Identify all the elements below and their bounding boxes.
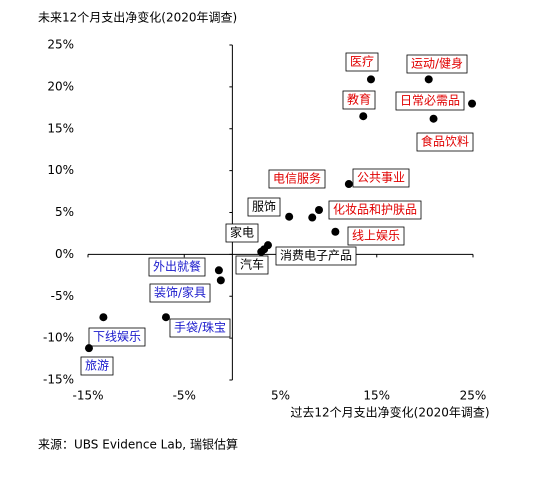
point-label: 手袋/珠宝 — [174, 321, 226, 335]
point — [216, 276, 225, 285]
label-box — [268, 169, 326, 189]
point-label: 食品饮料 — [421, 134, 469, 149]
point-label: 下线娱乐 — [93, 330, 141, 344]
point — [315, 205, 323, 214]
label-box — [395, 91, 465, 111]
y-tick-label: 10% — [47, 163, 74, 177]
point — [359, 112, 368, 121]
point-label: 线上娱乐 — [352, 229, 400, 243]
label-box — [345, 52, 379, 72]
x-tick-label: 5% — [271, 389, 290, 403]
point-label: 装饰/家具 — [154, 285, 206, 300]
label-box — [406, 54, 468, 74]
x-tick-label: -5% — [173, 389, 196, 403]
y-tick-label: -10% — [43, 331, 74, 345]
y-tick-label: 0% — [55, 247, 74, 261]
label-box — [352, 168, 410, 188]
label-box — [225, 223, 259, 243]
y-tick-label: 25% — [47, 38, 74, 52]
point — [429, 114, 438, 123]
point-label: 教育 — [347, 92, 371, 107]
label-box — [148, 257, 206, 277]
point — [468, 99, 477, 108]
point — [257, 247, 266, 256]
label-box — [80, 356, 114, 376]
label-box — [347, 226, 405, 246]
y-tick-label: 5% — [55, 205, 74, 219]
point-label: 旅游 — [85, 359, 109, 373]
point-label: 电信服务 — [273, 171, 321, 186]
label-box — [247, 197, 281, 217]
point-label: 化妆品和护肤品 — [333, 202, 417, 217]
point — [285, 212, 294, 221]
label-box — [235, 255, 269, 275]
point-label: 外出就餐 — [153, 259, 201, 274]
y-tick-label: -5% — [51, 289, 74, 303]
point — [308, 213, 317, 222]
label-box — [275, 246, 357, 266]
source-note: 来源：UBS Evidence Lab, 瑞银估算 — [38, 437, 238, 452]
label-box — [416, 132, 474, 152]
point — [84, 344, 93, 353]
point-label: 汽车 — [240, 257, 264, 272]
point-label: 运动/健身 — [411, 56, 463, 71]
point-label: 家电 — [230, 225, 254, 240]
label-box — [149, 283, 211, 303]
label-box — [169, 318, 231, 338]
point — [366, 75, 375, 84]
y-tick-label: -15% — [43, 373, 74, 387]
point — [161, 313, 170, 322]
point — [424, 75, 433, 84]
x-tick-label: -15% — [72, 389, 103, 403]
point-label: 服饰 — [252, 200, 276, 214]
point — [214, 266, 223, 275]
point — [331, 227, 340, 236]
point-label: 消费电子产品 — [280, 249, 352, 263]
point-label: 日常必需品 — [400, 94, 460, 108]
point-label: 医疗 — [350, 55, 374, 69]
chart-title: 未来12个月支出净变化(2020年调查) — [38, 10, 237, 25]
label-box — [328, 200, 422, 220]
label-box — [342, 90, 376, 110]
point — [344, 180, 353, 189]
point-label: 公共事业 — [357, 171, 405, 185]
x-axis-title: 过去12个月支出净变化(2020年调查) — [290, 405, 489, 420]
x-tick-label: 25% — [460, 389, 487, 403]
x-tick-label: 15% — [363, 389, 390, 403]
point — [99, 313, 108, 322]
y-tick-label: 20% — [47, 79, 74, 93]
y-tick-label: 15% — [47, 121, 74, 135]
label-box — [88, 327, 146, 347]
